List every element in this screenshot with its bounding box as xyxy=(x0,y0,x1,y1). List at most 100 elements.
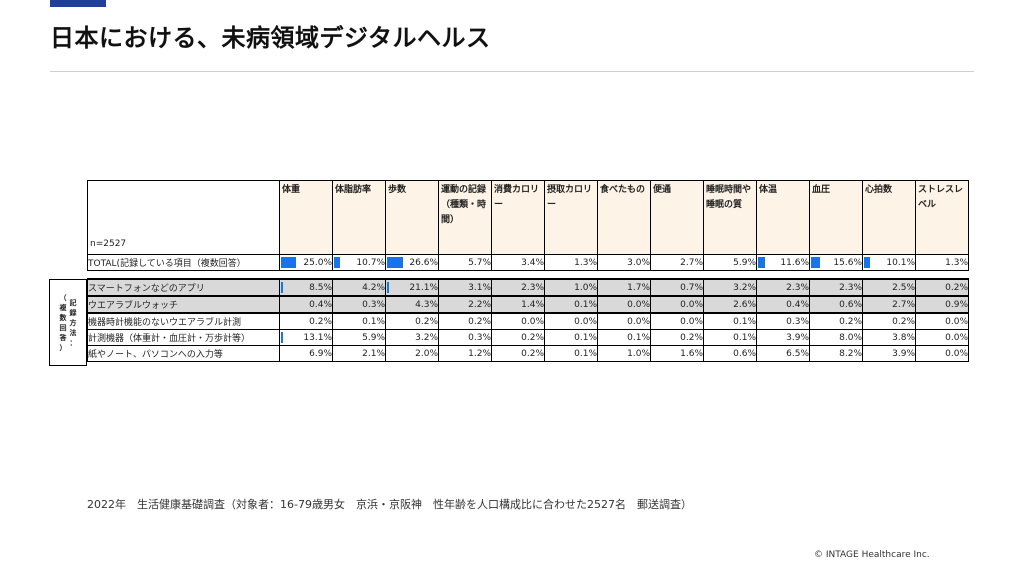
value-text: 0.1% xyxy=(733,332,756,343)
value-text: 0.1% xyxy=(574,332,597,343)
method-row: 機器時計機能のないウエアラブル計測 0.2% 0.1% 0.2% 0.2% 0.0% 0.0… xyxy=(87,312,969,330)
value-cell: 0.3% xyxy=(756,312,810,330)
value-bar xyxy=(387,282,389,293)
value-cell: 0.3% xyxy=(438,329,492,346)
value-text: 5.7% xyxy=(468,257,491,268)
value-cell: 3.4% xyxy=(491,254,545,271)
value-text: 4.2% xyxy=(362,282,385,293)
value-cell: 5.7% xyxy=(438,254,492,271)
value-text: 1.0% xyxy=(574,282,597,293)
value-text: 0.0% xyxy=(680,316,703,327)
side-label-char: 複 xyxy=(59,303,67,312)
value-cell: 5.9% xyxy=(332,329,386,346)
method-row-label: 計測機器（体重計・血圧計・万歩計等） xyxy=(87,329,280,346)
value-text: 2.0% xyxy=(415,348,438,359)
value-cell: 10.7% xyxy=(332,254,386,271)
value-cell: 2.7% xyxy=(862,295,916,314)
column-header: 運動の記録（種類・時間） xyxy=(438,180,492,255)
value-text: 0.3% xyxy=(786,316,809,327)
value-text: 0.0% xyxy=(680,299,703,310)
side-label-char: 答 xyxy=(59,333,67,342)
method-side-label: （複数回答） 記録方法： xyxy=(49,279,87,366)
value-text: 1.2% xyxy=(468,348,491,359)
value-cell: 5.9% xyxy=(703,254,757,271)
value-text: 0.0% xyxy=(574,316,597,327)
value-cell: 0.0% xyxy=(597,295,651,314)
value-text: 2.1% xyxy=(362,348,385,359)
value-cell: 2.3% xyxy=(756,278,810,297)
value-text: 8.0% xyxy=(839,332,862,343)
value-cell: 6.5% xyxy=(756,345,810,362)
value-cell: 0.1% xyxy=(703,329,757,346)
column-header: 血圧 xyxy=(809,180,863,255)
value-text: 0.6% xyxy=(733,348,756,359)
value-cell: 0.2% xyxy=(491,345,545,362)
method-row-label: スマートフォンなどのアプリ xyxy=(87,278,280,297)
value-cell: 6.9% xyxy=(279,345,333,362)
value-cell: 0.2% xyxy=(438,312,492,330)
row-gap xyxy=(88,271,969,280)
column-header: 体脂肪率 xyxy=(332,180,386,255)
value-text: 0.0% xyxy=(945,348,968,359)
value-cell: 1.0% xyxy=(597,345,651,362)
method-row: スマートフォンなどのアプリ 8.5% 4.2% 21.1% 3.1% 2.3% 1.0% 1.… xyxy=(87,278,969,297)
value-text: 2.3% xyxy=(786,282,809,293)
side-label-char: 回 xyxy=(59,323,67,332)
value-cell: 1.3% xyxy=(544,254,598,271)
value-text: 26.6% xyxy=(409,257,438,268)
value-cell: 3.8% xyxy=(862,329,916,346)
column-header: 便通 xyxy=(650,180,704,255)
side-label-right: 記録方法： xyxy=(70,298,77,348)
side-label-char: 録 xyxy=(69,308,77,317)
method-row: 計測機器（体重計・血圧計・万歩計等） 13.1% 5.9% 3.2% 0.3% 0.2% 0… xyxy=(87,329,969,346)
value-text: 0.0% xyxy=(521,316,544,327)
value-text: 0.0% xyxy=(627,299,650,310)
value-cell: 26.6% xyxy=(385,254,439,271)
column-header: 摂取カロリー xyxy=(544,180,598,255)
method-row-label: 機器時計機能のないウエアラブル計測 xyxy=(87,312,280,330)
value-cell: 0.6% xyxy=(809,295,863,314)
value-cell: 0.0% xyxy=(650,312,704,330)
value-text: 0.1% xyxy=(733,316,756,327)
value-text: 0.3% xyxy=(468,332,491,343)
value-text: 0.1% xyxy=(574,299,597,310)
value-text: 13.1% xyxy=(303,332,332,343)
value-text: 5.9% xyxy=(733,257,756,268)
column-header: ストレスレベル xyxy=(915,180,969,255)
value-cell: 4.3% xyxy=(385,295,439,314)
value-text: 0.2% xyxy=(521,348,544,359)
column-header: 食べたもの xyxy=(597,180,651,255)
value-text: 0.2% xyxy=(468,316,491,327)
value-cell: 0.1% xyxy=(703,312,757,330)
value-text: 0.2% xyxy=(892,316,915,327)
column-header: 歩数 xyxy=(385,180,439,255)
value-text: 3.9% xyxy=(892,348,915,359)
value-cell: 0.1% xyxy=(597,329,651,346)
value-cell: 3.9% xyxy=(756,329,810,346)
header-row: n=2527 体重 体脂肪率 歩数 運動の記録（種類・時間） 消費カロリー 摂取カロリー食… xyxy=(87,180,969,255)
column-header: 体温 xyxy=(756,180,810,255)
value-text: 0.0% xyxy=(945,332,968,343)
value-text: 2.2% xyxy=(468,299,491,310)
total-row: TOTAL(記録している項目（複数回答） 25.0% 10.7% 26.6% 5.7%… xyxy=(87,254,969,271)
value-cell: 2.2% xyxy=(438,295,492,314)
value-cell: 3.2% xyxy=(385,329,439,346)
value-bar xyxy=(387,257,403,268)
value-cell: 10.1% xyxy=(862,254,916,271)
column-header: 心拍数 xyxy=(862,180,916,255)
value-bar xyxy=(334,257,340,268)
value-cell: 4.2% xyxy=(332,278,386,297)
value-cell: 0.2% xyxy=(491,329,545,346)
value-text: 11.6% xyxy=(780,257,809,268)
value-cell: 0.4% xyxy=(756,295,810,314)
value-cell: 0.1% xyxy=(544,345,598,362)
value-text: 0.3% xyxy=(362,299,385,310)
method-row-label: ウエアラブルウォッチ xyxy=(87,295,280,314)
value-cell: 0.2% xyxy=(279,312,333,330)
side-label-char: 数 xyxy=(59,313,67,322)
value-text: 3.2% xyxy=(415,332,438,343)
side-label-left: （複数回答） xyxy=(60,293,67,353)
value-text: 0.2% xyxy=(309,316,332,327)
value-cell: 2.0% xyxy=(385,345,439,362)
value-cell: 2.6% xyxy=(703,295,757,314)
